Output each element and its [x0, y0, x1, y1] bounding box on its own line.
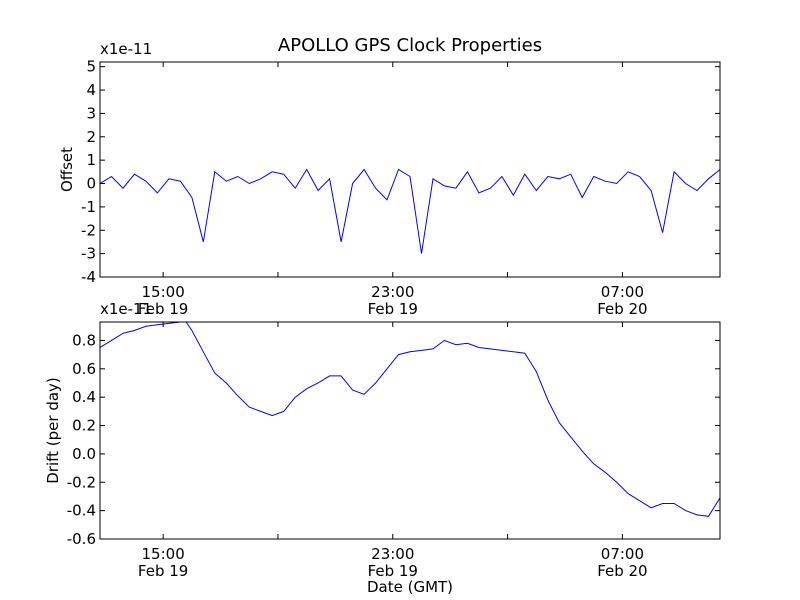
x-tick-date-label: Feb 19: [368, 562, 418, 580]
y-tick-label: 2: [86, 128, 96, 146]
y-axis-label: Offset: [58, 147, 76, 192]
y-tick-label: -0.2: [67, 473, 96, 491]
y-axis-label: Drift (per day): [44, 377, 62, 484]
y-tick-label: 3: [86, 104, 96, 122]
y-tick-label: 0.0: [72, 445, 96, 463]
x-tick-date-label: Feb 19: [138, 300, 188, 318]
y-tick-label: -0.6: [67, 530, 96, 548]
y-tick-label: 0.2: [72, 417, 96, 435]
y-tick-label: -4: [81, 268, 96, 286]
x-tick-date-label: Feb 19: [138, 562, 188, 580]
y-tick-label: 0.8: [72, 331, 96, 349]
y-tick-label: 0: [86, 175, 96, 193]
y-tick-label: -1: [81, 198, 96, 216]
y-tick-label: 4: [86, 81, 96, 99]
x-tick-date-label: Feb 20: [597, 562, 647, 580]
x-tick-date-label: Feb 20: [597, 300, 647, 318]
x-axis-label: Date (GMT): [367, 578, 453, 596]
y-multiplier-label: x1e-11: [100, 300, 152, 318]
y-tick-label: 5: [86, 58, 96, 76]
x-tick-time-label: 07:00: [601, 545, 644, 563]
y-tick-label: -0.4: [67, 502, 96, 520]
x-tick-time-label: 15:00: [142, 283, 185, 301]
x-tick-time-label: 23:00: [371, 545, 414, 563]
axes-frame: [99, 61, 721, 278]
y-tick-label: 0.6: [72, 360, 96, 378]
y-tick-label: -3: [81, 245, 96, 263]
offset-line: [100, 168, 720, 254]
y-tick-label: -2: [81, 221, 96, 239]
chart-title: APOLLO GPS Clock Properties: [278, 35, 542, 56]
x-tick-time-label: 07:00: [601, 283, 644, 301]
y-tick-label: 0.4: [72, 388, 96, 406]
x-tick-date-label: Feb 19: [368, 300, 418, 318]
axes-frame: [99, 321, 721, 540]
x-tick-time-label: 15:00: [142, 545, 185, 563]
y-tick-label: 1: [86, 151, 96, 169]
drift-line: [100, 322, 720, 517]
y-multiplier-label: x1e-11: [100, 40, 152, 58]
x-tick-time-label: 23:00: [371, 283, 414, 301]
